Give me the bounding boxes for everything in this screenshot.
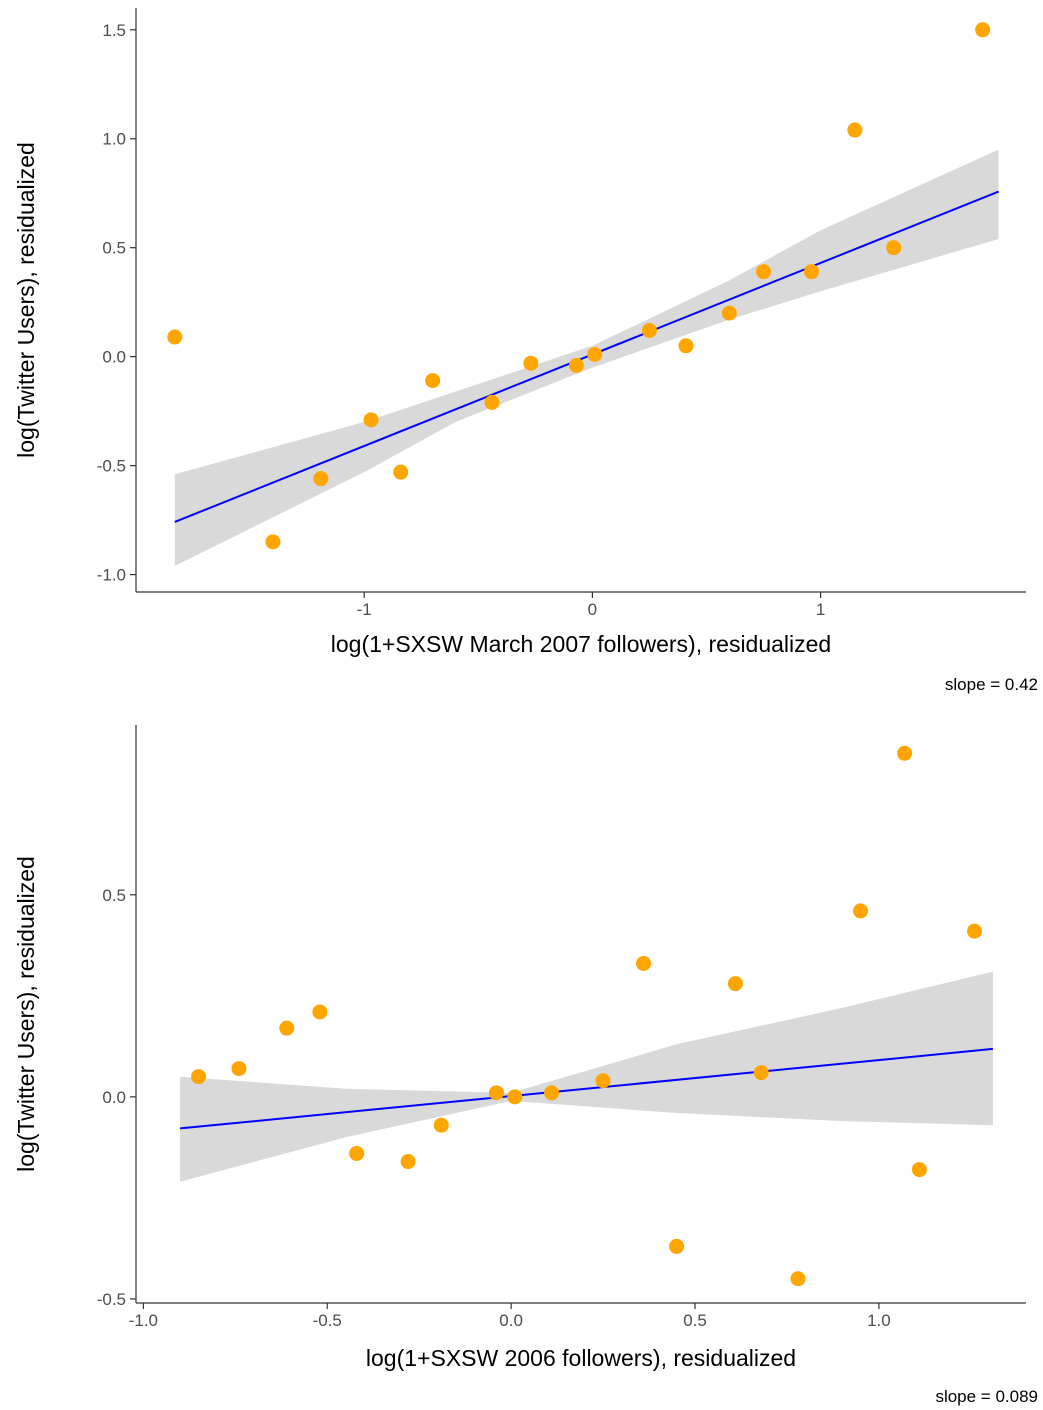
data-point (167, 329, 183, 345)
data-point (886, 240, 902, 256)
x-tick-label: 0.0 (499, 1311, 523, 1330)
x-tick-label: 1.0 (867, 1311, 891, 1330)
data-point (975, 22, 991, 38)
data-point (363, 412, 379, 428)
data-point (393, 464, 409, 480)
data-point (231, 1061, 247, 1077)
data-point (312, 1004, 328, 1020)
data-point (790, 1271, 806, 1287)
y-tick-label: 0.0 (102, 348, 126, 367)
y-tick-label: 0.5 (102, 239, 126, 258)
data-point (279, 1020, 295, 1036)
regression-line (174, 190, 999, 523)
x-tick-label: 0 (588, 600, 597, 619)
x-axis-title: log(1+SXSW March 2007 followers), residu… (331, 631, 831, 657)
x-tick-label: 0.5 (683, 1311, 707, 1330)
y-tick-label: 0.5 (102, 886, 126, 905)
slope-caption: slope = 0.089 (935, 1387, 1038, 1406)
y-tick-label: -0.5 (97, 1290, 126, 1309)
data-point (507, 1089, 523, 1105)
data-point (641, 323, 657, 339)
data-point (313, 471, 329, 487)
data-point (265, 534, 281, 550)
y-tick-label: -1.0 (97, 566, 126, 585)
data-point (433, 1117, 449, 1133)
y-axis-title: log(Twitter Users), residualized (13, 856, 39, 1172)
data-point (544, 1085, 560, 1101)
data-point (488, 1085, 504, 1101)
data-point (967, 923, 983, 939)
confidence-ribbon (180, 971, 993, 1182)
data-point (678, 338, 694, 354)
data-point (727, 976, 743, 992)
y-tick-label: -0.5 (97, 457, 126, 476)
data-point (853, 903, 869, 919)
data-point (425, 373, 441, 389)
data-point (669, 1238, 685, 1254)
data-point (523, 355, 539, 371)
data-point (911, 1162, 927, 1178)
data-point (484, 394, 500, 410)
y-tick-label: 1.5 (102, 21, 126, 40)
data-point (595, 1073, 611, 1089)
slope-caption: slope = 0.42 (945, 675, 1038, 694)
x-axis-title: log(1+SXSW 2006 followers), residualized (366, 1345, 796, 1371)
x-tick-label: -0.5 (313, 1311, 342, 1330)
x-tick-label: 1 (816, 600, 825, 619)
data-point (721, 305, 737, 321)
y-tick-label: 0.0 (102, 1088, 126, 1107)
data-point (349, 1145, 365, 1161)
x-tick-label: -1.0 (129, 1311, 158, 1330)
data-point (803, 264, 819, 280)
data-point (587, 346, 603, 362)
data-point (636, 955, 652, 971)
data-point (847, 122, 863, 138)
x-tick-label: -1 (357, 600, 372, 619)
data-point (400, 1154, 416, 1170)
data-point (897, 745, 913, 761)
regression-line (180, 1047, 993, 1130)
data-point (756, 264, 772, 280)
data-point (568, 357, 584, 373)
scatter-panel-top: -1 0 1 -1.0 -0.5 0.0 0.5 1.0 1.5 log(1+SXSW March… (13, 8, 1038, 694)
y-axis-title: log(Twitter Users), residualized (13, 142, 39, 458)
data-point (191, 1069, 207, 1085)
data-point (753, 1065, 769, 1081)
y-tick-label: 1.0 (102, 130, 126, 149)
